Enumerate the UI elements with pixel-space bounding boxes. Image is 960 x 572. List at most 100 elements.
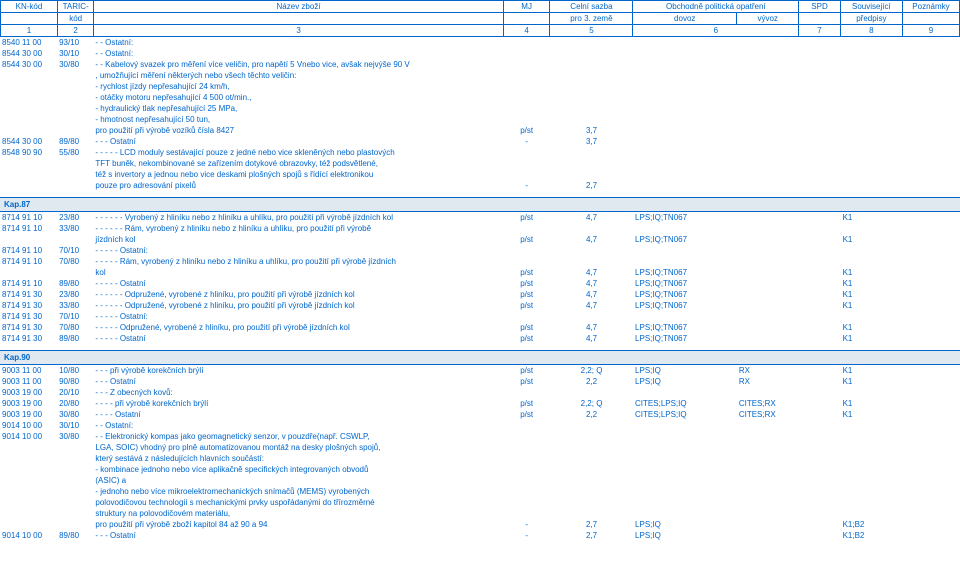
table-row: 8714 91 1070/10- - - - - Ostatní:: [0, 245, 960, 256]
cell-sazba: 4,7: [550, 267, 633, 278]
cell-dovoz: [633, 59, 737, 70]
cell-sazba: 2,2: [550, 376, 633, 387]
h-opat: Obchodně politická opatření: [633, 1, 799, 13]
cell-spd: [799, 431, 841, 442]
cell-pozn: [903, 114, 960, 125]
cell-vyvoz: [737, 48, 799, 59]
cell-souvis: [841, 169, 903, 180]
cell-mj: p/st: [503, 267, 550, 278]
cell-nazev: - jednoho nebo více mikroelektromechanic…: [93, 486, 503, 497]
cell-spd: [799, 234, 841, 245]
cell-spd: [799, 267, 841, 278]
cell-nazev: jízdních kol: [93, 234, 503, 245]
cell-dovoz: LPS;IQ;TN067: [633, 300, 737, 311]
cell-spd: [799, 387, 841, 398]
cell-pozn: [903, 530, 960, 541]
cell-spd: [799, 442, 841, 453]
cell-taric: [57, 70, 93, 81]
cell-souvis: [841, 387, 903, 398]
cell-kn: 9003 19 00: [0, 398, 57, 409]
cell-mj: [503, 147, 550, 158]
cell-sazba: [550, 114, 633, 125]
cell-pozn: [903, 365, 960, 376]
h-4: 4: [503, 25, 550, 37]
table-row: 8714 91 3023/80- - - - - - Odpružené, vy…: [0, 289, 960, 300]
cell-spd: [799, 486, 841, 497]
cell-kn: 8540 11 00: [0, 37, 57, 48]
table-row: 8714 91 3033/80- - - - - - Odpružené, vy…: [0, 300, 960, 311]
cell-nazev: - - Ostatní:: [93, 48, 503, 59]
cell-nazev: - hmotnost nepřesahující 50 tun,: [93, 114, 503, 125]
cell-vyvoz: [737, 234, 799, 245]
cell-mj: -: [503, 530, 550, 541]
cell-kn: [0, 442, 57, 453]
cell-vyvoz: [737, 431, 799, 442]
cell-spd: [799, 311, 841, 322]
table-row: 9014 10 0030/80- - Elektronický kompas j…: [0, 431, 960, 442]
cell-taric: 30/10: [57, 48, 93, 59]
cell-taric: 55/80: [57, 147, 93, 158]
cell-vyvoz: [737, 59, 799, 70]
cell-mj: p/st: [503, 289, 550, 300]
cell-dovoz: [633, 180, 737, 191]
cell-dovoz: [633, 442, 737, 453]
cell-souvis: K1: [841, 289, 903, 300]
cell-nazev: kol: [93, 267, 503, 278]
cell-sazba: [550, 37, 633, 48]
cell-sazba: [550, 497, 633, 508]
cell-taric: [57, 103, 93, 114]
cell-souvis: K1: [841, 322, 903, 333]
cell-dovoz: LPS;IQ;TN067: [633, 267, 737, 278]
cell-taric: 89/80: [57, 136, 93, 147]
h-nazev: Název zboží: [94, 1, 504, 13]
cell-kn: 8548 90 90: [0, 147, 57, 158]
cell-nazev: - - Kabelový svazek pro měření více veli…: [93, 59, 503, 70]
cell-spd: [799, 300, 841, 311]
cell-mj: [503, 497, 550, 508]
h-dovoz: dovoz: [633, 13, 737, 25]
cell-sazba: 4,7: [550, 278, 633, 289]
h-kn: KN-kód: [1, 1, 58, 13]
cell-vyvoz: [737, 322, 799, 333]
cell-pozn: [903, 453, 960, 464]
cell-pozn: [903, 398, 960, 409]
cell-taric: 23/80: [57, 289, 93, 300]
table-row: (ASIC) a: [0, 475, 960, 486]
cell-taric: 70/10: [57, 245, 93, 256]
cell-souvis: K1: [841, 212, 903, 223]
cell-sazba: [550, 70, 633, 81]
cell-sazba: [550, 431, 633, 442]
cell-taric: [57, 92, 93, 103]
table-row: LGA, SOIC) vhodný pro plně automatizovan…: [0, 442, 960, 453]
cell-mj: [503, 431, 550, 442]
cell-mj: [503, 169, 550, 180]
cell-dovoz: [633, 508, 737, 519]
cell-kn: 9003 19 00: [0, 387, 57, 398]
cell-vyvoz: [737, 519, 799, 530]
cell-dovoz: [633, 486, 737, 497]
table-row: pro použití při výrobě zboží kapitol 84 …: [0, 519, 960, 530]
table-row: 9003 19 0030/80- - - - Ostatníp/st2,2CIT…: [0, 409, 960, 420]
cell-souvis: K1: [841, 278, 903, 289]
cell-kn: 8714 91 10: [0, 278, 57, 289]
cell-kn: [0, 169, 57, 180]
cell-nazev: - - - - - Rám, vyrobený z hliníku nebo z…: [93, 256, 503, 267]
cell-vyvoz: [737, 169, 799, 180]
cell-nazev: - hydraulický tlak nepřesahující 25 MPa,: [93, 103, 503, 114]
cell-mj: p/st: [503, 300, 550, 311]
table-row: TFT buněk, nekombinované se zařízením do…: [0, 158, 960, 169]
cell-nazev: (ASIC) a: [93, 475, 503, 486]
cell-vyvoz: [737, 256, 799, 267]
cell-vyvoz: [737, 92, 799, 103]
cell-dovoz: LPS;IQ;TN067: [633, 289, 737, 300]
cell-nazev: - - - - Ostatní: [93, 409, 503, 420]
cell-spd: [799, 508, 841, 519]
cell-souvis: [841, 486, 903, 497]
cell-pozn: [903, 234, 960, 245]
cell-taric: 20/10: [57, 387, 93, 398]
h-6: 6: [633, 25, 799, 37]
cell-nazev: - - - - - Odpružené, vyrobené z hliníku,…: [93, 322, 503, 333]
table-row: - jednoho nebo více mikroelektromechanic…: [0, 486, 960, 497]
cell-spd: [799, 136, 841, 147]
cell-pozn: [903, 169, 960, 180]
